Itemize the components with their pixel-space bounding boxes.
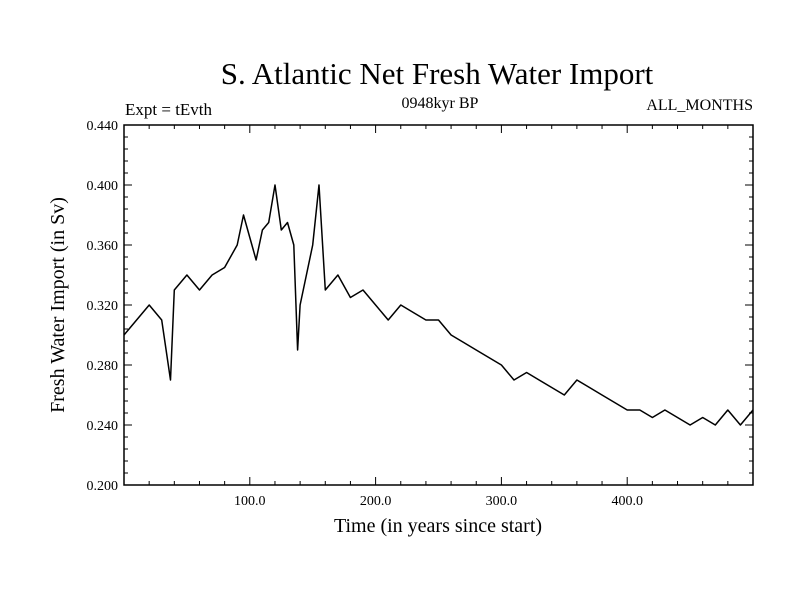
y-tick-label: 0.360 xyxy=(87,239,119,254)
chart-subtitle-center: 0948kyr BP xyxy=(402,95,479,112)
y-tick-label: 0.400 xyxy=(87,179,119,194)
y-tick-label: 0.320 xyxy=(87,299,119,314)
x-tick-label: 100.0 xyxy=(234,494,266,509)
chart-title: S. Atlantic Net Fresh Water Import xyxy=(221,56,654,91)
plot-frame xyxy=(123,124,754,486)
x-tick-label: 300.0 xyxy=(486,494,518,509)
y-tick-label: 0.200 xyxy=(87,479,119,494)
x-tick-label: 200.0 xyxy=(360,494,392,509)
y-tick-label: 0.280 xyxy=(87,359,119,374)
series-line xyxy=(123,184,754,426)
y-tick-label: 0.440 xyxy=(87,119,119,134)
x-tick-label: 400.0 xyxy=(611,494,643,509)
y-axis-label: Fresh Water Import (in Sv) xyxy=(47,197,69,413)
chart-subtitle-left: Expt = tEvth xyxy=(125,100,213,119)
y-tick-label: 0.240 xyxy=(87,419,119,434)
axis-tick-labels: 100.0 200.0 300.0 400.0 0.200 0.240 0.280 0.320… xyxy=(87,119,643,509)
chart-subtitle-right: ALL_MONTHS xyxy=(646,97,753,114)
x-axis-label: Time (in years since start) xyxy=(334,515,542,537)
